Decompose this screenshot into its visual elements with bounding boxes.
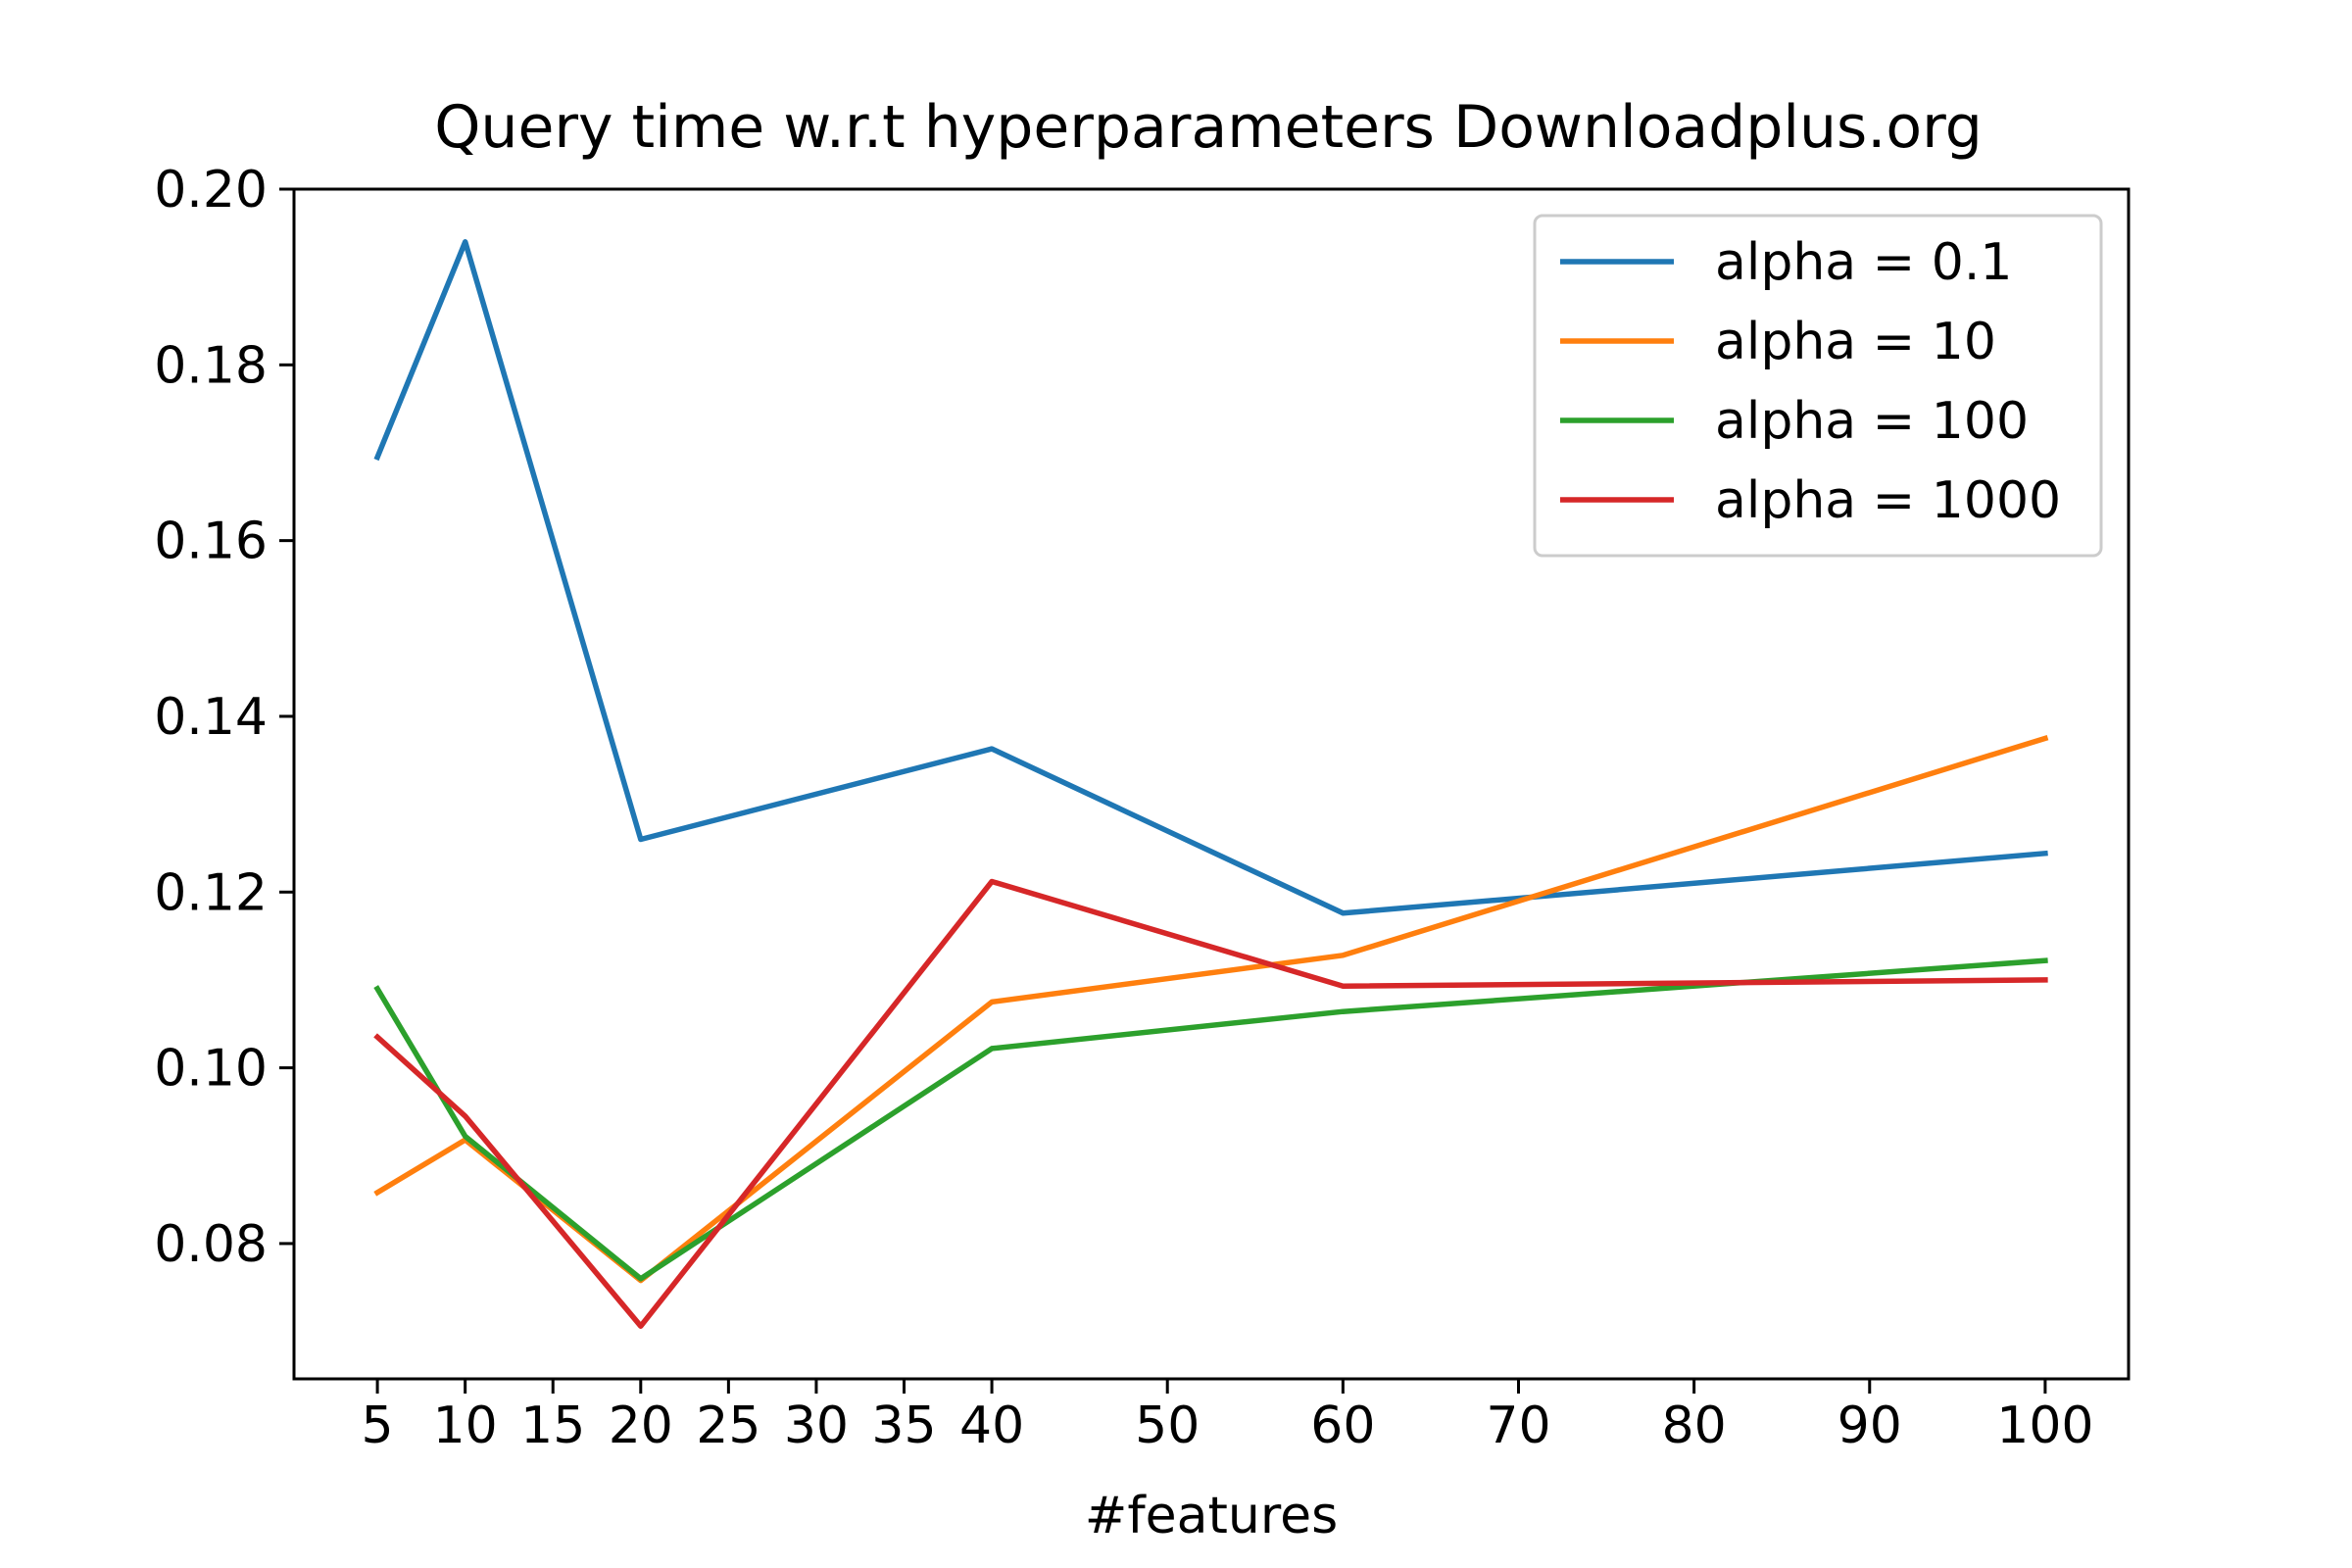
series-layer	[373, 239, 2049, 1329]
series-line-2	[373, 957, 2048, 1282]
legend-label-1: alpha = 10	[1715, 313, 1996, 371]
y-tick-label: 0.14	[154, 688, 268, 747]
x-tick-label: 60	[1310, 1396, 1375, 1455]
x-tick-label: 5	[362, 1396, 394, 1455]
x-tick-label: 80	[1662, 1396, 1727, 1455]
series-line-0	[373, 239, 2048, 916]
y-tick-label: 0.16	[154, 513, 268, 571]
series-line-3	[373, 878, 2048, 1329]
legend: alpha = 0.1 alpha = 10 alpha = 100 alpha = …	[1533, 214, 2103, 558]
plot-area-frame	[292, 187, 2131, 1381]
x-tick-label: 70	[1486, 1396, 1550, 1455]
x-axis-label: #features	[1085, 1487, 1338, 1545]
legend-frame	[1533, 214, 2103, 558]
x-tick-label: 100	[1996, 1396, 2093, 1455]
x-tick-label: 90	[1838, 1396, 1902, 1455]
x-tick-label: 15	[520, 1396, 585, 1455]
y-tick-label: 0.12	[154, 863, 268, 922]
x-tick-label: 30	[784, 1396, 849, 1455]
x-tick-label: 25	[696, 1396, 760, 1455]
chart-title: Query time w.r.t hyperparameters Downloa…	[434, 93, 1983, 162]
y-tick-label: 0.20	[154, 161, 268, 220]
x-tick-label: 40	[959, 1396, 1024, 1455]
x-tick-label: 10	[433, 1396, 498, 1455]
x-tick-label: 20	[609, 1396, 673, 1455]
legend-label-3: alpha = 1000	[1715, 471, 2061, 530]
legend-label-2: alpha = 100	[1715, 392, 2029, 451]
x-axis: 5 10 15 20 25 30 35 40 50 60 70 80 90 100	[362, 1379, 2094, 1455]
x-tick-label: 35	[871, 1396, 936, 1455]
y-tick-label: 0.08	[154, 1215, 268, 1274]
legend-label-0: alpha = 0.1	[1715, 233, 2012, 292]
y-tick-label: 0.18	[154, 336, 268, 395]
series-line-1	[373, 734, 2049, 1284]
y-tick-label: 0.10	[154, 1040, 268, 1099]
y-axis: 0.08 0.10 0.12 0.14 0.16 0.18 0.20	[154, 161, 294, 1274]
x-tick-label: 50	[1135, 1396, 1200, 1455]
